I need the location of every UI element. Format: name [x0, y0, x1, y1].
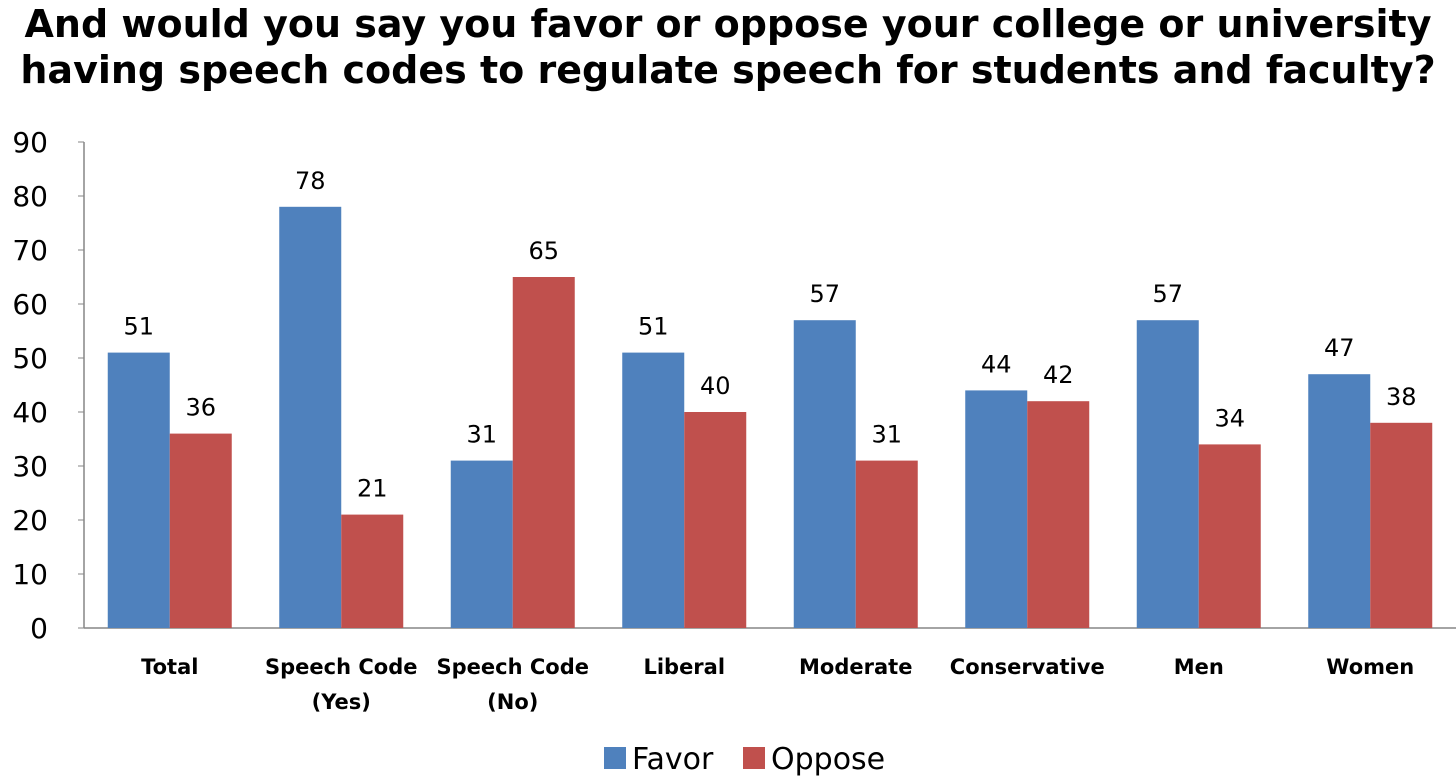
- bar-favor: [1308, 374, 1371, 628]
- data-label-favor: 31: [466, 421, 497, 449]
- data-label-oppose: 65: [528, 237, 559, 265]
- category-label: Women: [1326, 655, 1414, 679]
- chart-title-line-2: having speech codes to regulate speech f…: [20, 47, 1436, 92]
- bar-oppose: [341, 514, 404, 628]
- bar-favor: [107, 352, 170, 628]
- data-label-oppose: 31: [871, 421, 902, 449]
- category-label: Moderate: [799, 655, 912, 679]
- data-label-oppose: 34: [1214, 404, 1245, 432]
- category-label: (Yes): [312, 690, 371, 714]
- data-label-favor: 57: [809, 280, 840, 308]
- data-label-favor: 47: [1324, 334, 1355, 362]
- bar-oppose: [855, 460, 918, 628]
- legend-label-oppose: Oppose: [771, 742, 885, 777]
- chart-title-line-1: And would you say you favor or oppose yo…: [24, 2, 1432, 46]
- bar-oppose: [169, 433, 232, 628]
- y-tick-label: 60: [12, 288, 48, 321]
- y-tick-label: 10: [12, 558, 48, 591]
- data-label-favor: 51: [123, 313, 154, 341]
- data-label-oppose: 36: [185, 394, 216, 422]
- data-label-favor: 78: [295, 167, 326, 195]
- category-label: (No): [487, 690, 538, 714]
- bar-oppose: [512, 277, 575, 628]
- data-label-oppose: 40: [700, 372, 731, 400]
- chart-labels: 51 36 Total 78 21 Speech Code (Yes) 31 65 Speech …: [123, 167, 1416, 714]
- data-label-favor: 44: [981, 350, 1012, 378]
- data-label-oppose: 38: [1386, 383, 1417, 411]
- legend-swatch-favor: [604, 747, 626, 769]
- data-label-favor: 57: [1152, 280, 1183, 308]
- bar-oppose: [1198, 444, 1261, 628]
- y-tick-label: 90: [12, 126, 48, 159]
- category-label: Speech Code: [437, 655, 589, 679]
- y-tick-label: 80: [12, 180, 48, 213]
- bar-favor: [622, 352, 685, 628]
- data-label-oppose: 42: [1043, 361, 1074, 389]
- chart-bars: [107, 206, 1433, 629]
- category-label: Speech Code: [265, 655, 417, 679]
- category-label: Conservative: [950, 655, 1105, 679]
- chart-legend: Favor Oppose: [604, 742, 885, 777]
- bar-oppose: [1027, 401, 1090, 628]
- bar-favor: [793, 320, 856, 628]
- category-label: Men: [1174, 655, 1224, 679]
- bar-favor: [1136, 320, 1199, 628]
- bar-oppose: [1370, 422, 1433, 628]
- y-tick-label: 20: [12, 504, 48, 537]
- legend-label-favor: Favor: [632, 742, 714, 777]
- y-tick-label: 30: [12, 450, 48, 483]
- category-label: Liberal: [643, 655, 725, 679]
- bar-favor: [450, 460, 513, 628]
- y-tick-label: 50: [12, 342, 48, 375]
- data-label-oppose: 21: [357, 475, 388, 503]
- bar-oppose: [684, 412, 747, 628]
- bar-favor: [279, 206, 342, 629]
- bar-favor: [965, 390, 1028, 628]
- y-tick-label: 0: [30, 612, 48, 645]
- legend-swatch-oppose: [743, 747, 765, 769]
- y-tick-label: 40: [12, 396, 48, 429]
- category-label: Total: [141, 655, 198, 679]
- data-label-favor: 51: [638, 313, 669, 341]
- y-tick-label: 70: [12, 234, 48, 267]
- chart-title: And would you say you favor or oppose yo…: [0, 2, 1456, 93]
